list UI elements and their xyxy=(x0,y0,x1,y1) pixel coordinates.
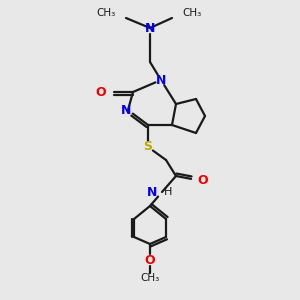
Text: H: H xyxy=(164,187,172,197)
Text: CH₃: CH₃ xyxy=(182,8,201,18)
Text: S: S xyxy=(143,140,152,154)
Text: CH₃: CH₃ xyxy=(97,8,116,18)
Text: O: O xyxy=(198,173,208,187)
Text: CH₃: CH₃ xyxy=(140,273,160,283)
Text: N: N xyxy=(121,103,131,116)
Text: O: O xyxy=(145,254,155,266)
Text: N: N xyxy=(145,22,155,34)
Text: O: O xyxy=(96,85,106,98)
Text: N: N xyxy=(156,74,166,86)
Text: N: N xyxy=(147,185,157,199)
